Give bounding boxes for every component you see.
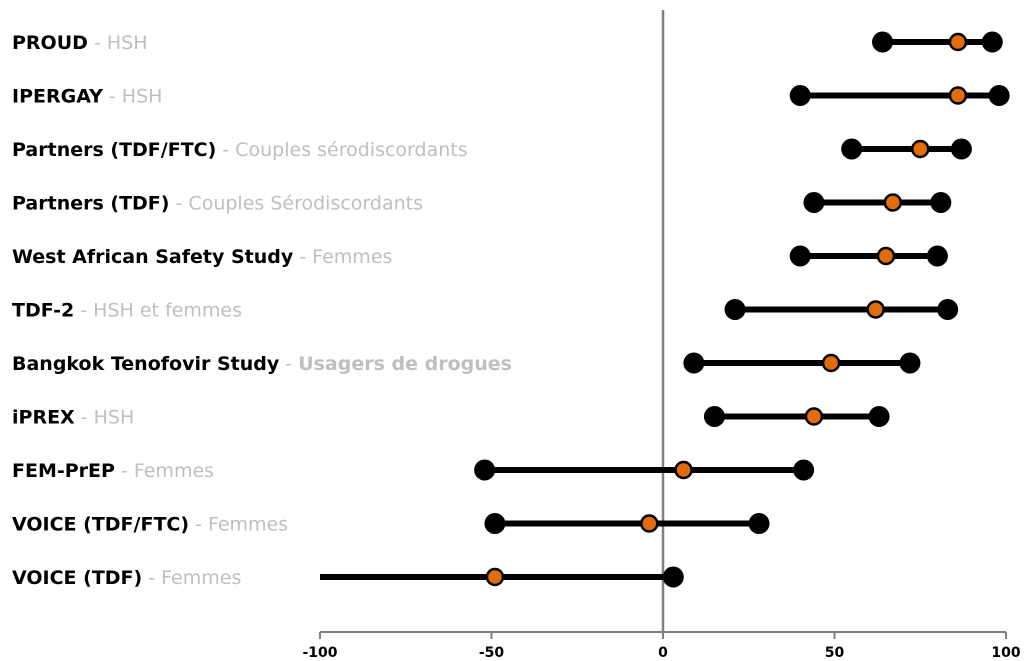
study-label: West African Safety Study - Femmes xyxy=(12,246,392,268)
x-tick-label: 50 xyxy=(825,645,845,661)
interval-low-marker xyxy=(789,245,811,267)
interval-low-marker xyxy=(841,138,863,160)
point-estimate-marker xyxy=(948,86,968,105)
study-name: Partners (TDF) xyxy=(12,193,169,215)
study-label: Partners (TDF/FTC) - Couples sérodiscord… xyxy=(12,139,468,161)
study-label: iPREX - HSH xyxy=(12,407,134,429)
interval-high-marker xyxy=(926,245,948,267)
interval-low-marker xyxy=(683,352,705,374)
point-estimate-marker xyxy=(876,246,896,266)
study-name: VOICE (TDF/FTC) xyxy=(12,514,189,536)
interval-low-marker xyxy=(872,31,894,53)
study-population: HSH xyxy=(122,86,163,108)
label-separator: - xyxy=(74,300,93,322)
study-label: FEM-PrEP - Femmes xyxy=(12,460,214,482)
study-population: HSH et femmes xyxy=(93,300,242,322)
label-separator: - xyxy=(88,32,107,54)
study-label: Partners (TDF) - Couples Sérodiscordants xyxy=(12,193,423,215)
point-estimate-marker xyxy=(640,514,659,533)
study-population: Femmes xyxy=(312,246,392,268)
label-separator: - xyxy=(216,139,235,161)
study-label: VOICE (TDF) - Femmes xyxy=(12,567,241,589)
label-separator: - xyxy=(115,460,134,482)
label-separator: - xyxy=(169,193,188,215)
study-name: VOICE (TDF) xyxy=(12,567,142,589)
interval-low-marker xyxy=(789,85,811,106)
point-estimate-marker xyxy=(911,139,930,159)
interval-high-marker xyxy=(899,352,921,374)
point-estimate-marker xyxy=(804,407,824,426)
study-name: TDF-2 xyxy=(12,300,74,322)
study-population: Couples Sérodiscordants xyxy=(188,193,423,215)
interval-high-marker xyxy=(930,192,952,213)
x-tick-label: -100 xyxy=(302,645,337,661)
label-separator: - xyxy=(279,353,298,375)
x-tick-label: -50 xyxy=(479,645,505,661)
interval-high-marker xyxy=(981,31,1003,53)
study-name: iPREX xyxy=(12,407,75,429)
interval-high-marker xyxy=(748,513,770,534)
study-population: Femmes xyxy=(134,460,214,482)
interval-high-marker xyxy=(988,85,1010,106)
interval-high-marker xyxy=(793,459,815,481)
study-label: PROUD - HSH xyxy=(12,32,148,54)
interval-high-marker xyxy=(950,138,972,160)
x-axis: -100 -50 0 50 100 xyxy=(302,10,1021,661)
study-name: West African Safety Study xyxy=(12,246,294,268)
label-separator: - xyxy=(75,407,94,429)
point-estimate-marker xyxy=(948,32,968,52)
study-name: Bangkok Tenofovir Study xyxy=(12,353,280,375)
study-population: HSH xyxy=(94,407,135,429)
point-estimate-marker xyxy=(485,567,505,587)
plot-marks xyxy=(320,31,1010,588)
point-estimate-marker xyxy=(674,460,693,480)
point-estimate-marker xyxy=(883,193,903,212)
study-population: HSH xyxy=(107,32,148,54)
label-separator: - xyxy=(189,514,208,536)
interval-low-marker xyxy=(703,406,725,427)
study-label: VOICE (TDF/FTC) - Femmes xyxy=(12,514,288,536)
x-tick-label: 0 xyxy=(658,645,668,661)
study-label: IPERGAY - HSH xyxy=(12,86,162,108)
study-population: Femmes xyxy=(161,567,241,589)
study-name: PROUD xyxy=(12,32,88,54)
interval-low-marker xyxy=(803,192,825,213)
study-label: TDF-2 - HSH et femmes xyxy=(12,300,242,322)
study-label: Bangkok Tenofovir Study - Usagers de dro… xyxy=(12,353,512,375)
study-population: Couples sérodiscordants xyxy=(235,139,467,161)
study-population: Femmes xyxy=(208,514,288,536)
study-name: IPERGAY xyxy=(12,86,103,108)
interval-high-marker xyxy=(662,566,684,588)
label-separator: - xyxy=(142,567,161,589)
interval-high-marker xyxy=(868,406,890,427)
study-name: Partners (TDF/FTC) xyxy=(12,139,216,161)
interval-low-marker xyxy=(484,513,506,534)
x-tick-label: 100 xyxy=(991,645,1020,661)
study-name: FEM-PrEP xyxy=(12,460,115,482)
point-estimate-marker xyxy=(821,353,841,373)
label-separator: - xyxy=(103,86,122,108)
study-population: Usagers de drogues xyxy=(298,353,512,375)
interval-low-marker xyxy=(474,459,496,481)
label-separator: - xyxy=(293,246,312,268)
interval-low-marker xyxy=(724,299,746,320)
interval-high-marker xyxy=(937,299,959,320)
point-estimate-marker xyxy=(866,300,885,319)
